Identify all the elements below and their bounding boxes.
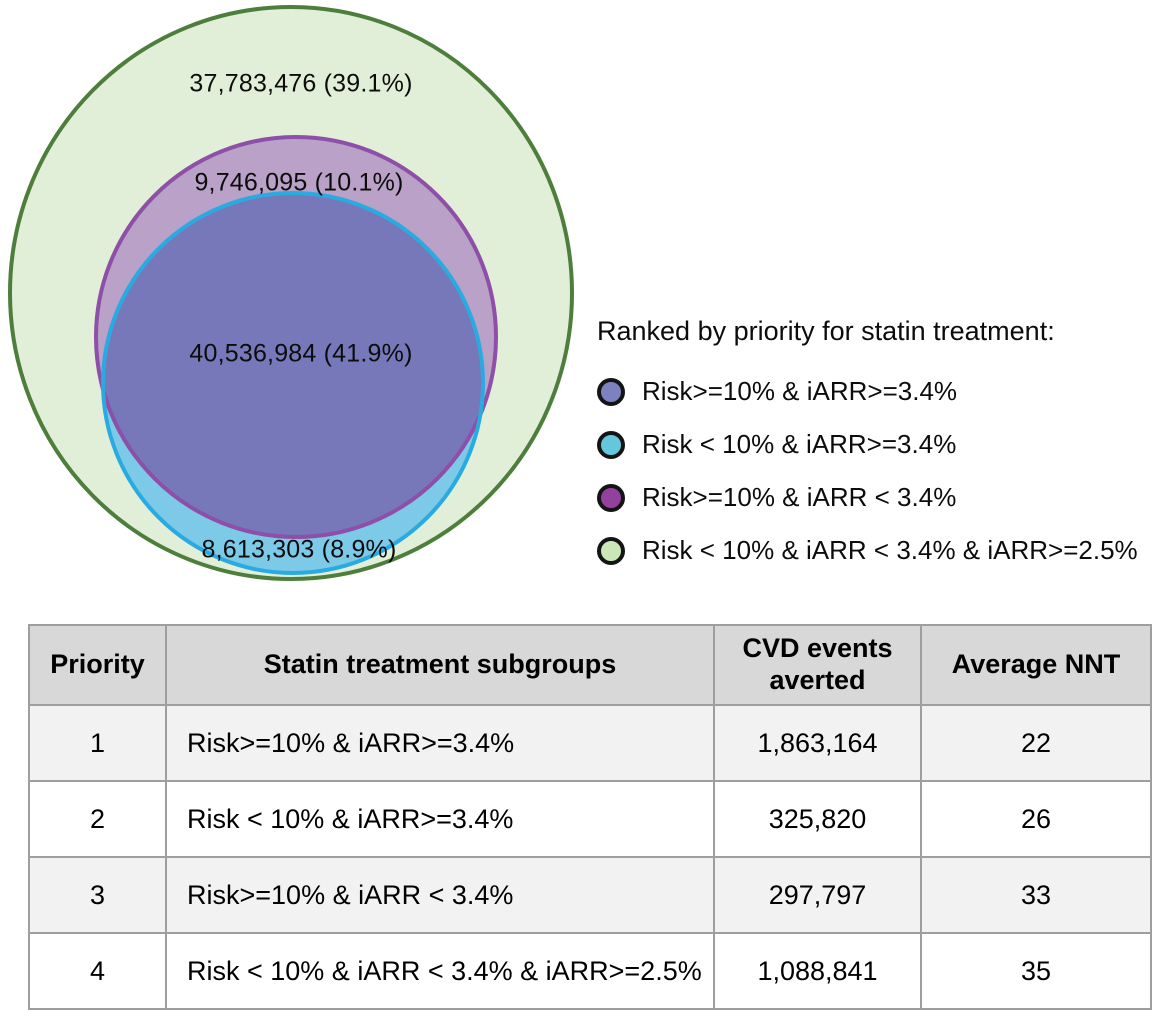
cell-priority: 1 (28, 704, 167, 782)
region-label-green: 37,783,476 (39.1%) (189, 69, 413, 98)
priority-table: Priority Statin treatment subgroups CVD … (28, 624, 1152, 1010)
cell-cvd-events: 1,863,164 (713, 704, 922, 782)
legend-item-priority4: Risk < 10% & iARR < 3.4% & iARR>=2.5% (597, 524, 1138, 577)
purple-circle-outline (94, 135, 498, 539)
intersection-region (103, 193, 483, 537)
cell-priority: 2 (28, 780, 167, 858)
region-label-purple: 9,746,095 (10.1%) (194, 168, 404, 197)
legend-item-priority1: Risk>=10% & iARR>=3.4% (597, 365, 1138, 418)
region-label-intersection: 40,536,984 (41.9%) (189, 339, 413, 368)
euler-diagram-svg (8, 5, 574, 581)
cell-subgroup: Risk < 10% & iARR>=3.4% (165, 780, 715, 858)
legend-item-label: Risk>=10% & iARR>=3.4% (642, 376, 958, 406)
cell-cvd-events: 1,088,841 (713, 932, 922, 1010)
legend-item-label: Risk < 10% & iARR>=3.4% (642, 429, 957, 459)
cell-average-nnt: 26 (920, 780, 1152, 858)
slate-circle-icon (597, 377, 625, 406)
purple-circle-icon (597, 483, 625, 512)
header-cvd-events: CVD events averted (713, 624, 922, 706)
cell-average-nnt: 33 (920, 856, 1152, 934)
euler-diagram: 37,783,476 (39.1%) 9,746,095 (10.1%) 40,… (0, 0, 600, 600)
legend-item-priority2: Risk < 10% & iARR>=3.4% (597, 418, 1138, 471)
cell-subgroup: Risk < 10% & iARR < 3.4% & iARR>=2.5% (165, 932, 715, 1010)
header-priority: Priority (28, 624, 167, 706)
legend: Ranked by priority for statin treatment:… (597, 316, 1138, 577)
legend-title: Ranked by priority for statin treatment: (597, 316, 1055, 346)
header-subgroups: Statin treatment subgroups (165, 624, 715, 706)
green-circle-icon (597, 536, 625, 565)
table-row: 4 Risk < 10% & iARR < 3.4% & iARR>=2.5% … (28, 932, 1152, 1010)
legend-item-label: Risk>=10% & iARR < 3.4% (642, 482, 957, 512)
cyan-circle-icon (597, 430, 625, 459)
table-row: 1 Risk>=10% & iARR>=3.4% 1,863,164 22 (28, 704, 1152, 782)
legend-item-priority3: Risk>=10% & iARR < 3.4% (597, 471, 1138, 524)
cell-average-nnt: 35 (920, 932, 1152, 1010)
table-row: 2 Risk < 10% & iARR>=3.4% 325,820 26 (28, 780, 1152, 858)
legend-item-label: Risk < 10% & iARR < 3.4% & iARR>=2.5% (642, 535, 1138, 565)
table-header-row: Priority Statin treatment subgroups CVD … (28, 624, 1152, 706)
cell-cvd-events: 297,797 (713, 856, 922, 934)
region-label-blue: 8,613,303 (8.9%) (201, 535, 397, 564)
cell-cvd-events: 325,820 (713, 780, 922, 858)
cell-priority: 4 (28, 932, 167, 1010)
cell-average-nnt: 22 (920, 704, 1152, 782)
cell-subgroup: Risk>=10% & iARR>=3.4% (165, 704, 715, 782)
blue-circle-outline (101, 191, 485, 575)
cell-priority: 3 (28, 856, 167, 934)
table-row: 3 Risk>=10% & iARR < 3.4% 297,797 33 (28, 856, 1152, 934)
header-average-nnt: Average NNT (920, 624, 1152, 706)
cell-subgroup: Risk>=10% & iARR < 3.4% (165, 856, 715, 934)
